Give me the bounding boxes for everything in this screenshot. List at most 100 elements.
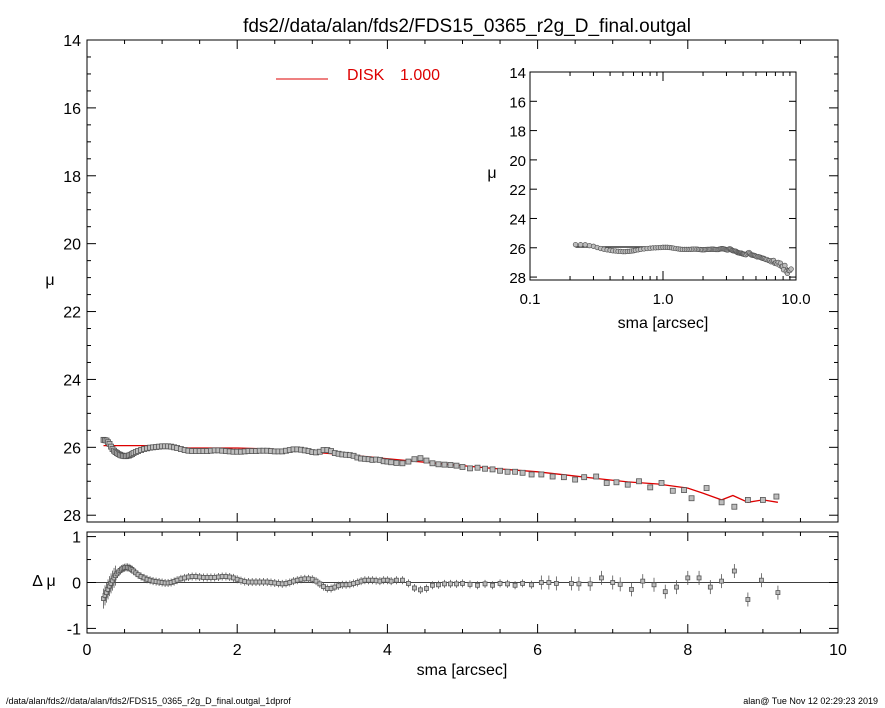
residual-point <box>546 580 552 585</box>
data-point <box>603 480 610 486</box>
data-point <box>388 459 395 466</box>
data-point <box>459 464 466 470</box>
inset-x-tick-label: 10.0 <box>781 291 810 308</box>
residual-point <box>454 581 459 587</box>
residual-panel: 10-10 2 4 6 8 10 Δ μ sma [arcsec] <box>32 530 847 679</box>
residual-point <box>662 589 668 595</box>
residual-point <box>758 577 764 583</box>
main-y-tick-label: 28 <box>63 508 81 525</box>
inset-x-tick-label: 0.1 <box>520 291 541 308</box>
x-tick-label: 6 <box>533 642 542 659</box>
inset-y-tick-label: 26 <box>509 241 526 258</box>
residual-point <box>490 582 495 588</box>
main-data-points <box>100 436 780 510</box>
data-point <box>405 458 412 465</box>
residual-point <box>529 582 534 588</box>
data-point <box>636 478 642 485</box>
residual-point <box>430 582 435 588</box>
x-tick-label: 10 <box>829 642 847 659</box>
inset-data-point <box>782 262 788 269</box>
residual-point <box>412 585 417 591</box>
legend: DISK 1.000 <box>276 67 440 84</box>
residual-point <box>553 581 559 586</box>
main-y-tick-label: 16 <box>63 101 81 118</box>
data-point <box>482 465 488 472</box>
residual-point <box>745 597 751 602</box>
data-point <box>718 499 725 506</box>
residual-point <box>617 581 623 587</box>
residual-point <box>512 582 518 588</box>
main-y-tick-label: 18 <box>63 169 81 186</box>
residual-point <box>406 581 411 586</box>
data-point <box>760 497 766 503</box>
inset-data-point <box>788 266 794 272</box>
residual-point <box>775 590 781 595</box>
data-point <box>624 481 631 488</box>
footer-file-path: /data/alan/fds2//data/alan/fds2/FDS15_03… <box>6 696 291 706</box>
residual-point <box>610 580 616 585</box>
residual-point <box>394 577 399 583</box>
residual-point <box>317 581 323 587</box>
data-point <box>744 497 751 503</box>
data-point <box>497 467 503 474</box>
residual-point <box>731 568 737 574</box>
inset-y-tick-label: 18 <box>509 124 526 141</box>
inset-y-tick-label: 20 <box>509 153 526 170</box>
inset-y-tick-label: 16 <box>509 94 526 111</box>
residual-point <box>460 581 465 586</box>
inset-axes: 14 16 18 20 22 24 26 28 0.1 1.0 10.0 <box>509 65 810 308</box>
data-point <box>681 487 687 493</box>
inset-x-tick-label: 1.0 <box>653 291 674 308</box>
data-point <box>453 462 460 469</box>
data-point <box>688 495 695 502</box>
residual-point <box>568 581 574 586</box>
data-point <box>467 465 473 472</box>
data-point <box>658 480 665 486</box>
residual-point <box>388 578 394 584</box>
residual-point <box>505 581 510 587</box>
data-point <box>441 461 448 468</box>
residual-point <box>685 575 691 581</box>
data-point <box>429 460 436 467</box>
residual-point <box>482 581 488 587</box>
legend-value: 1.000 <box>400 67 440 84</box>
data-point <box>538 471 545 478</box>
x-tick-label: 2 <box>233 642 242 659</box>
data-point <box>423 457 430 464</box>
data-point <box>581 474 588 481</box>
residual-point <box>448 581 453 587</box>
main-y-axis-label: μ <box>45 272 54 289</box>
main-y-tick-label: 22 <box>63 305 81 322</box>
main-y-axis: 14 16 18 20 22 24 26 28 <box>63 33 839 525</box>
residual-point <box>576 581 582 587</box>
data-point <box>731 503 738 510</box>
x-tick-label: 0 <box>83 642 92 659</box>
x-tick-label: 8 <box>683 642 692 659</box>
inset-y-tick-label: 14 <box>509 65 526 82</box>
residual-point <box>599 575 604 581</box>
inset-y-tick-label: 24 <box>509 211 526 228</box>
main-y-tick-label: 14 <box>63 33 81 50</box>
inset-y-axis-label: μ <box>487 165 496 182</box>
residual-point <box>467 581 473 587</box>
residual-point <box>436 582 441 588</box>
inset-data-points <box>572 241 794 277</box>
residual-y-tick-label: -1 <box>67 621 81 638</box>
residual-point <box>587 581 593 587</box>
main-y-tick-label: 26 <box>63 440 81 457</box>
residual-y-axis-label: Δ μ <box>32 573 55 590</box>
data-point <box>393 460 400 466</box>
residual-point <box>674 584 679 590</box>
residual-point <box>696 575 702 581</box>
plot-title: fds2//data/alan/fds2/FDS15_0365_r2g_D_fi… <box>243 16 691 37</box>
x-axis-label: sma [arcsec] <box>417 662 508 679</box>
main-y-tick-label: 24 <box>63 372 81 389</box>
data-point <box>549 473 556 480</box>
data-point <box>512 468 518 475</box>
data-point <box>613 479 620 486</box>
inset-x-axis-label: sma [arcsec] <box>618 315 709 332</box>
data-point <box>519 469 526 476</box>
inset-y-tick-label: 22 <box>509 182 526 199</box>
residual-point <box>418 587 423 593</box>
